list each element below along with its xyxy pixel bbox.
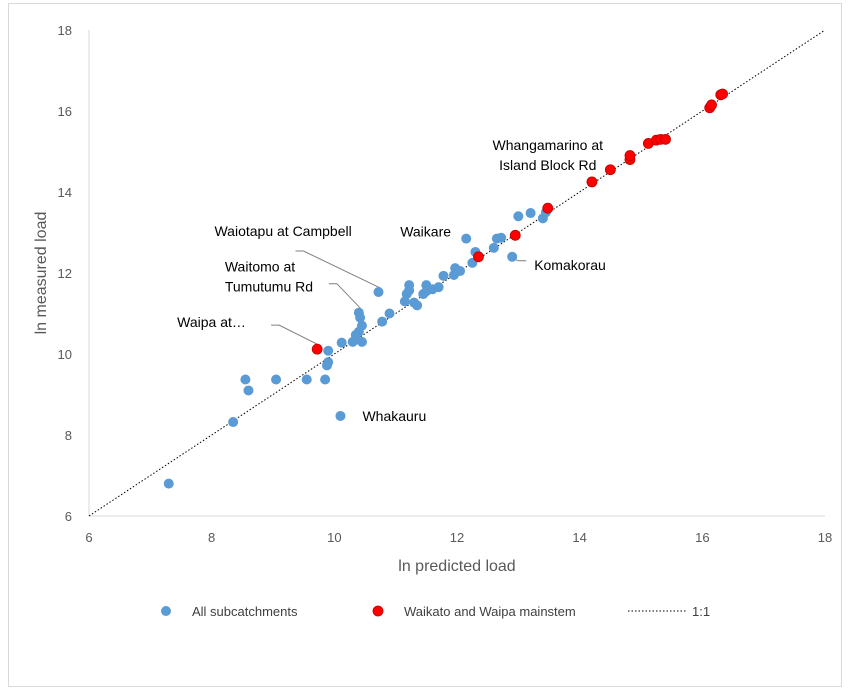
y-tick-label: 14 — [58, 185, 72, 200]
subcatchment-point — [240, 374, 251, 385]
subcatchment-point — [373, 287, 384, 298]
x-tick-label: 12 — [450, 530, 464, 545]
annotation-leader-line — [328, 283, 362, 310]
legend-marker-all-subcatchments — [161, 606, 171, 616]
mainstem-point — [586, 176, 598, 188]
x-tick-label: 18 — [818, 530, 832, 545]
annotation-label: Waitomo at — [225, 259, 295, 275]
annotation-leaders — [271, 250, 527, 346]
subcatchment-point — [336, 337, 347, 348]
axes — [88, 30, 825, 517]
subcatchment-point — [438, 270, 449, 281]
subcatchment-point — [243, 385, 254, 396]
annotations: Whangamarino at Island Block Rd Waikare Kom… — [177, 137, 606, 424]
y-tick-label: 16 — [58, 104, 72, 119]
annotation-leader-line — [295, 250, 381, 289]
legend-label-all-subcatchments: All subcatchments — [192, 604, 298, 619]
legend-label-mainstem: Waikato and Waipa mainstem — [404, 604, 576, 619]
mainstem-point — [311, 343, 323, 355]
legend-marker-mainstem — [372, 605, 384, 617]
subcatchment-point — [335, 410, 346, 421]
mainstem-point — [542, 202, 554, 214]
subcatchment-point — [271, 374, 282, 385]
y-tick-label: 12 — [58, 266, 72, 281]
subcatchment-point — [355, 312, 366, 323]
annotation-label: Waipa at… — [177, 314, 246, 330]
subcatchment-point — [384, 308, 395, 319]
subcatchment-point — [356, 320, 367, 331]
x-tick-label: 10 — [327, 530, 341, 545]
legend: All subcatchments Waikato and Waipa main… — [161, 604, 710, 619]
annotation-label: Tumutumu Rd — [225, 279, 313, 295]
annotation-label: Waiotapu at Campbell — [214, 223, 351, 239]
x-tick-label: 14 — [572, 530, 586, 545]
y-tick-label: 18 — [58, 23, 72, 38]
subcatchment-point — [301, 374, 312, 385]
tick-labels: 6 8 10 12 14 16 18 6 8 10 12 14 16 18 — [58, 23, 833, 545]
subcatchment-point — [356, 336, 367, 347]
subcatchment-point — [377, 316, 388, 327]
mainstem-point — [624, 150, 636, 161]
annotation-leader-line — [515, 259, 527, 262]
annotation-leader-line — [271, 324, 320, 346]
chart-frame — [8, 3, 842, 687]
annotation-label: Komakorau — [534, 257, 606, 273]
x-tick-label: 16 — [695, 530, 709, 545]
data-points — [163, 88, 728, 489]
y-tick-label: 10 — [58, 347, 72, 362]
mainstem-point — [706, 99, 717, 111]
subcatchment-point — [323, 345, 334, 356]
subcatchment-point — [496, 232, 507, 243]
annotation-label: Whangamarino at — [493, 137, 604, 153]
x-axis-title: ln predicted load — [398, 558, 515, 575]
y-tick-label: 6 — [65, 509, 72, 524]
annotation-label: Island Block Rd — [499, 157, 596, 173]
subcatchment-point — [455, 265, 466, 276]
subcatchment-point — [513, 211, 524, 222]
subcatchment-point — [412, 300, 423, 311]
subcatchment-point — [320, 374, 331, 385]
subcatchment-point — [507, 251, 518, 262]
mainstem-point — [509, 229, 521, 241]
subcatchment-point — [228, 417, 239, 428]
annotation-label: Whakauru — [362, 408, 426, 424]
annotation-label: Waikare — [400, 224, 451, 240]
y-tick-label: 8 — [65, 428, 72, 443]
mainstem-point — [604, 164, 616, 176]
subcatchment-point — [163, 478, 174, 489]
subcatchment-point — [488, 242, 499, 253]
subcatchment-point — [404, 280, 415, 291]
y-axis-title: ln measured load — [33, 212, 50, 335]
subcatchment-point — [525, 208, 536, 219]
mainstem-point — [473, 251, 484, 263]
subcatchment-point — [461, 233, 472, 244]
legend-label-1-1: 1:1 — [692, 604, 710, 619]
subcatchment-point — [433, 282, 444, 293]
subcatchment-point — [323, 357, 334, 368]
mainstem-point — [717, 88, 728, 100]
mainstem-point — [660, 133, 671, 145]
x-tick-label: 6 — [85, 530, 92, 545]
x-tick-label: 8 — [208, 530, 215, 545]
